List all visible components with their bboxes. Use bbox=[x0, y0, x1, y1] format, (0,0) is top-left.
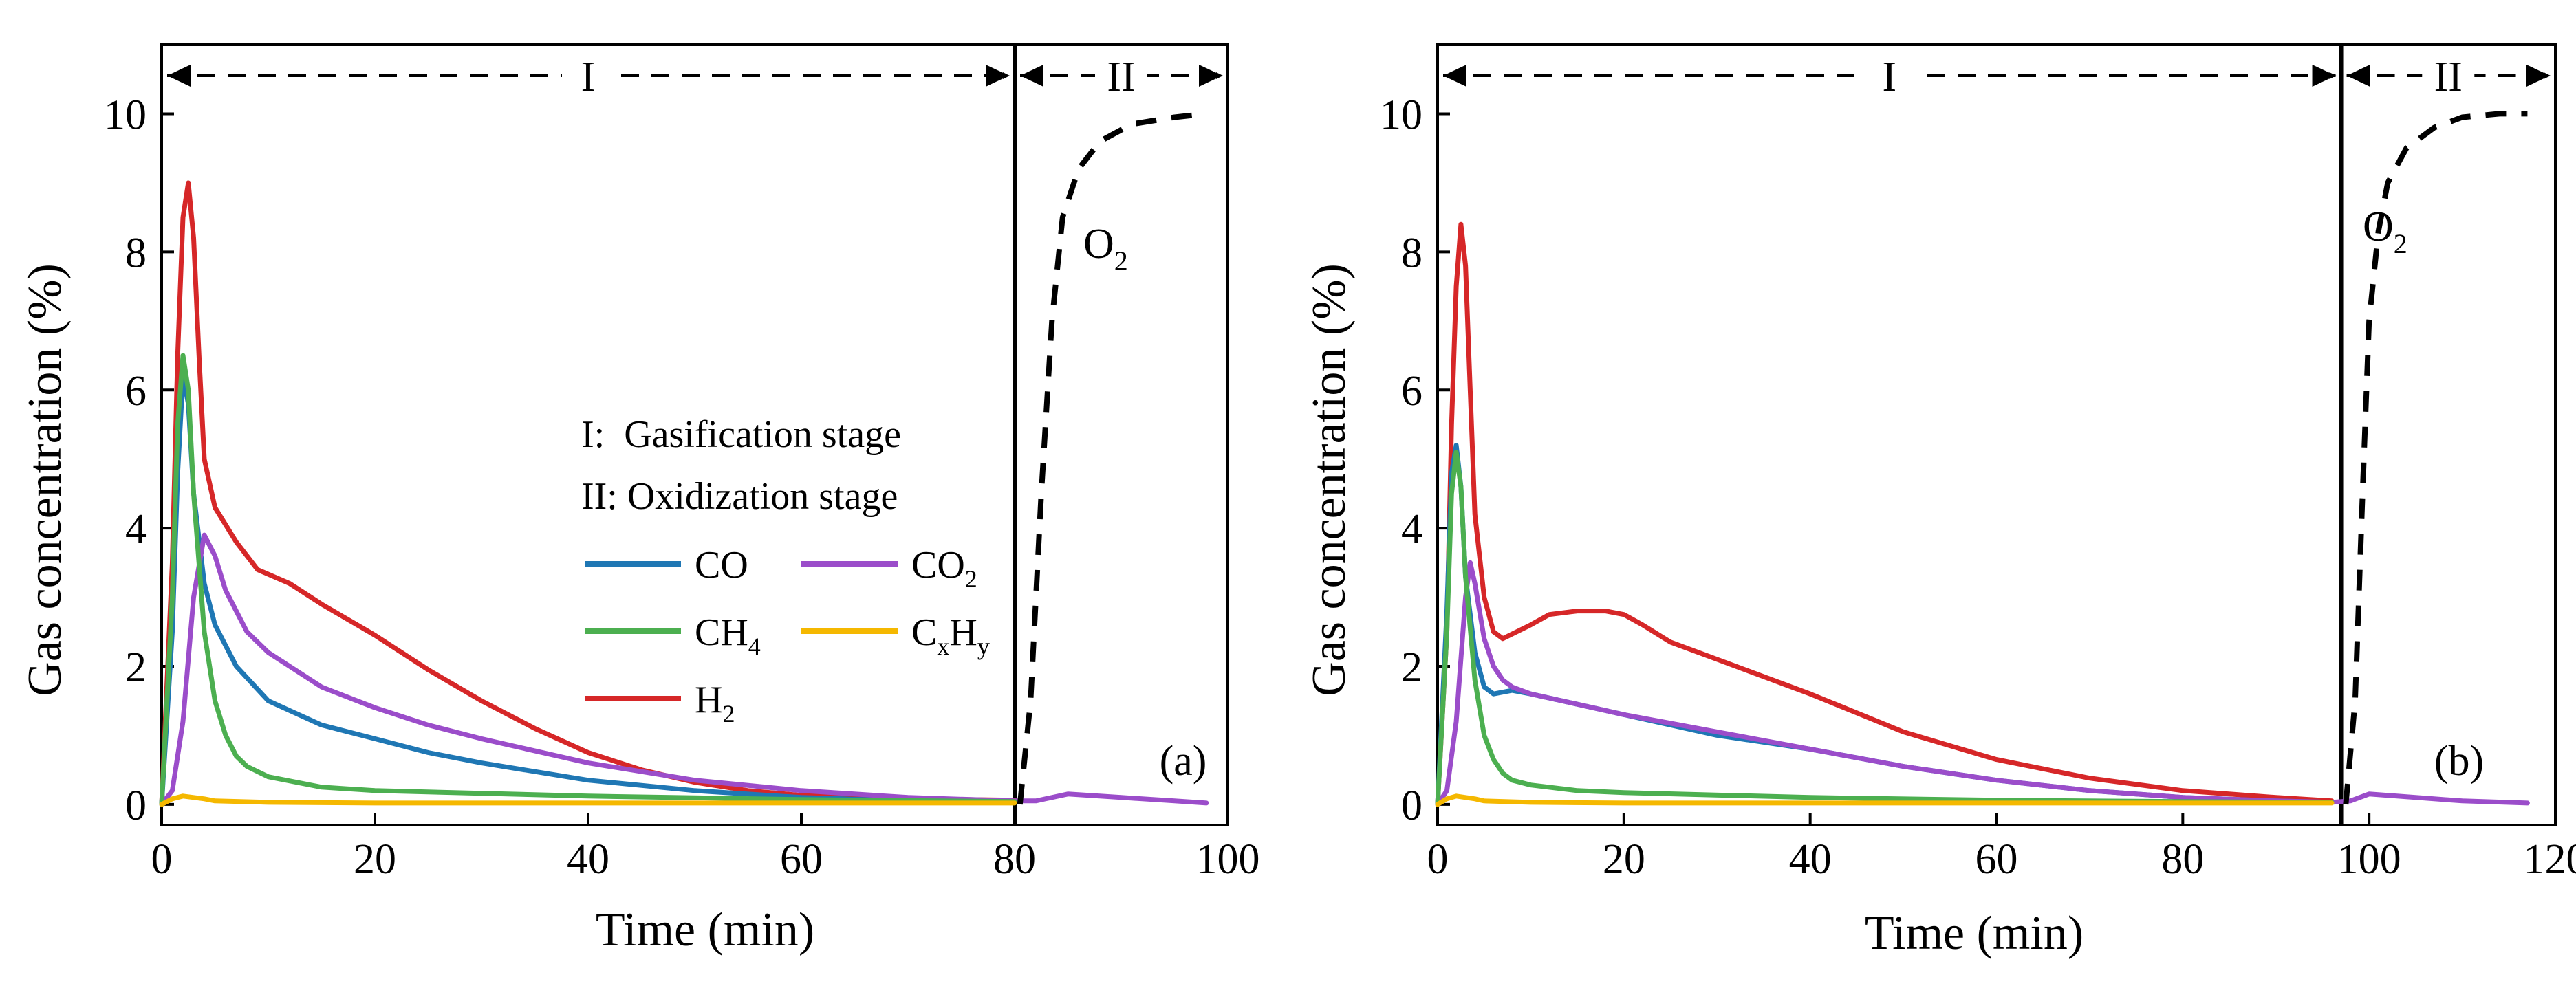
x-tick-label-b-120: 120 bbox=[2524, 836, 2576, 883]
x-tick-label-b-0: 0 bbox=[1427, 836, 1449, 883]
stage-label-a-2: II bbox=[1107, 54, 1135, 100]
x-tick-label-a-60: 60 bbox=[780, 836, 823, 883]
x-tick-label-a-40: 40 bbox=[567, 836, 609, 883]
panel-a: Gas concentration (%) 0 20 40 60 80 100 0 2 4 6 8 1… bbox=[19, 43, 1260, 956]
series-b-h2 bbox=[1435, 221, 2335, 807]
x-tick-label-a-80: 80 bbox=[993, 836, 1036, 883]
y-tick-label-b-10: 10 bbox=[1380, 91, 1422, 138]
panel-b: Gas concentration (%) 0 20 40 60 80 100 120 0 2 4… bbox=[1303, 43, 2576, 960]
stage-arrow-b-1-head-left bbox=[1443, 65, 1466, 87]
panel-b-plot: 0204060801001200246810III bbox=[1380, 43, 2576, 883]
series-b-ch4 bbox=[1435, 450, 2335, 807]
stage-arrow-b-1-head-right bbox=[2312, 65, 2336, 87]
panel-a-ylabel: Gas concentration (%) bbox=[19, 263, 72, 697]
x-tick-label-a-100: 100 bbox=[1196, 836, 1260, 883]
panel-a-o2-sub: 2 bbox=[1114, 245, 1128, 276]
legend-label-co2: CO2 bbox=[911, 544, 977, 593]
y-tick-label-a-2: 2 bbox=[125, 644, 147, 691]
stage-arrow-a-1-head-right bbox=[986, 65, 1009, 87]
y-tick-label-a-0: 0 bbox=[125, 782, 147, 829]
panel-a-xlabel: Time (min) bbox=[596, 903, 814, 956]
panel-b-o2-label: O2 bbox=[2363, 204, 2407, 259]
y-tick-label-a-10: 10 bbox=[104, 91, 147, 138]
series-b-o2 bbox=[2343, 111, 2528, 805]
y-tick-label-b-6: 6 bbox=[1401, 368, 1422, 415]
stage-arrow-b-2-head-left bbox=[2346, 65, 2370, 87]
series-b-cxhy bbox=[1435, 793, 2335, 807]
legend-label-cxhy: CxHy bbox=[911, 611, 990, 660]
panel-b-letter: (b) bbox=[2434, 738, 2484, 785]
x-tick-label-b-60: 60 bbox=[1976, 836, 2018, 883]
stage-arrow-a-2-label-bg bbox=[1095, 51, 1147, 100]
x-tick-label-a-0: 0 bbox=[151, 836, 173, 883]
stage-arrow-b-2-head-right bbox=[2526, 65, 2550, 87]
legend-stage-1: I: Gasification stage bbox=[581, 413, 901, 456]
x-tick-label-b-100: 100 bbox=[2337, 836, 2401, 883]
y-tick-label-a-6: 6 bbox=[125, 368, 147, 415]
stage-arrow-a-2-head-left bbox=[1020, 65, 1043, 87]
legend: I: Gasification stage II: Oxidization st… bbox=[581, 413, 990, 727]
y-tick-label-b-8: 8 bbox=[1401, 230, 1422, 276]
series-b-co bbox=[1435, 443, 2335, 807]
y-tick-label-a-4: 4 bbox=[125, 506, 147, 553]
panel-b-o2-sub: 2 bbox=[2394, 228, 2407, 259]
stage-arrow-b-1-label-bg bbox=[1863, 51, 1916, 100]
panel-b-xlabel: Time (min) bbox=[1865, 907, 2083, 960]
series-a-cxhy bbox=[159, 793, 1017, 807]
series-a-o2 bbox=[1017, 111, 1207, 805]
stage-label-b-1: I bbox=[1882, 54, 1896, 100]
x-tick-label-b-20: 20 bbox=[1603, 836, 1645, 883]
y-tick-label-b-0: 0 bbox=[1401, 782, 1422, 829]
panel-b-o2-base: O bbox=[2363, 204, 2394, 250]
plot-frame-a bbox=[160, 43, 1229, 826]
x-tick-label-b-40: 40 bbox=[1789, 836, 1832, 883]
stage-arrow-b-2-label-bg bbox=[2422, 51, 2475, 100]
panel-b-ylabel: Gas concentration (%) bbox=[1303, 263, 1356, 697]
y-tick-label-a-8: 8 bbox=[125, 230, 147, 276]
series-a-ch4 bbox=[159, 353, 1017, 807]
stage-arrow-a-1-label-bg bbox=[562, 51, 614, 100]
series-b-co2 bbox=[1435, 560, 2530, 807]
x-tick-label-a-20: 20 bbox=[354, 836, 396, 883]
stage-label-b-2: II bbox=[2434, 54, 2463, 100]
panel-a-o2-base: O bbox=[1083, 221, 1114, 267]
stage-label-a-1: I bbox=[581, 54, 596, 100]
stage-arrow-a-1-head-left bbox=[167, 65, 191, 87]
panel-a-letter: (a) bbox=[1160, 738, 1207, 785]
y-tick-label-b-4: 4 bbox=[1401, 506, 1422, 553]
series-a-co2 bbox=[159, 532, 1209, 807]
legend-stage-2: II: Oxidization stage bbox=[581, 475, 898, 518]
y-tick-label-b-2: 2 bbox=[1401, 644, 1422, 691]
x-tick-label-b-80: 80 bbox=[2161, 836, 2204, 883]
stage-arrow-a-2-head-right bbox=[1199, 65, 1222, 87]
panel-a-o2-label: O2 bbox=[1083, 221, 1128, 276]
legend-label-h2: H2 bbox=[695, 679, 735, 727]
legend-label-co: CO bbox=[695, 544, 748, 587]
legend-label-ch4: CH4 bbox=[695, 611, 761, 660]
